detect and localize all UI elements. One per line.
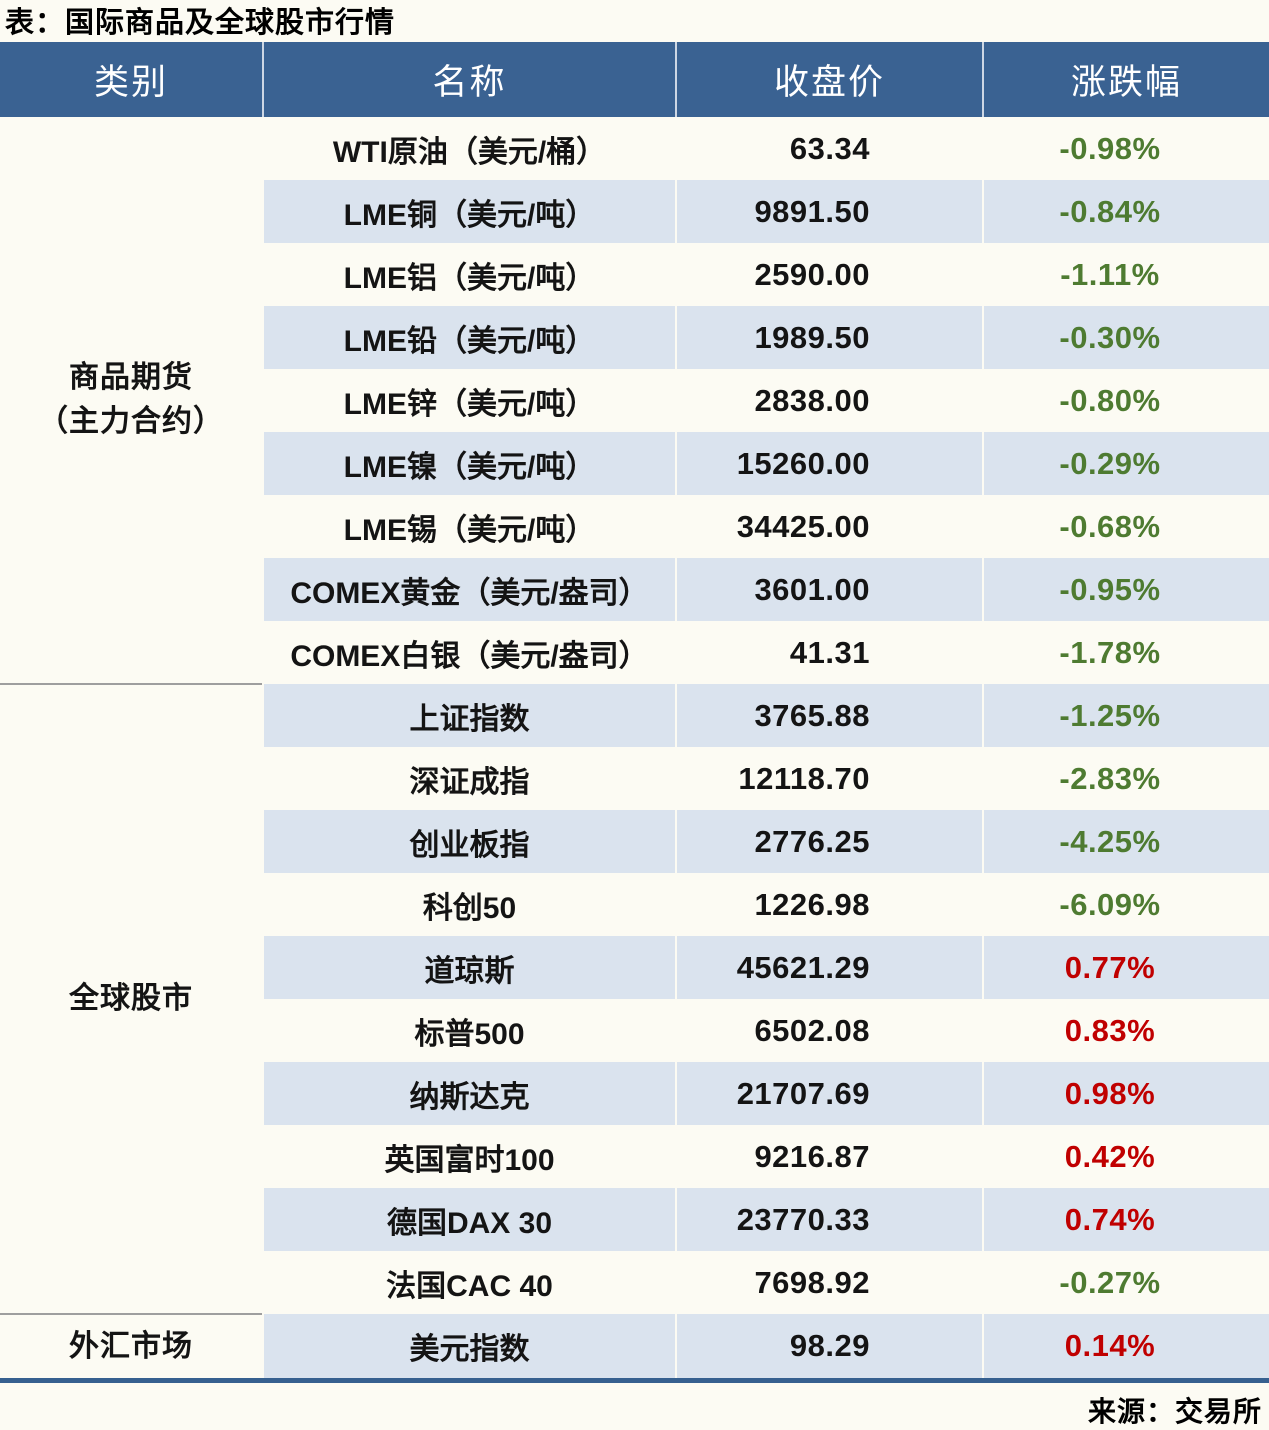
- change-percent-cell: 0.14%: [982, 1314, 1269, 1381]
- instrument-name-cell: 科创50: [262, 873, 676, 936]
- category-label: （主力合约）: [38, 405, 224, 438]
- instrument-name-cell: 纳斯达克: [262, 1062, 676, 1125]
- close-price-cell: 2776.25: [675, 810, 983, 873]
- table-row: 科创50 1226.98 -6.09%: [0, 873, 1269, 936]
- table-row: 法国CAC 40 7698.92 -0.27%: [0, 1251, 1269, 1314]
- change-percent-cell: -1.11%: [982, 243, 1269, 306]
- instrument-name-cell: 创业板指: [262, 810, 676, 873]
- table-row: LME锌（美元/吨） 2838.00 -0.80%: [0, 369, 1269, 432]
- table-row: 全球股市 上证指数 3765.88 -1.25%: [0, 683, 1269, 1314]
- change-percent-cell: -0.68%: [982, 495, 1269, 558]
- change-percent-cell: -0.95%: [982, 558, 1269, 621]
- instrument-name-cell: 上证指数: [262, 684, 676, 747]
- close-price-cell: 63.34: [675, 117, 983, 180]
- table-row: COMEX黄金（美元/盎司） 3601.00 -0.95%: [0, 558, 1269, 621]
- table-row: LME镍（美元/吨） 15260.00 -0.29%: [0, 432, 1269, 495]
- table-row: 标普500 6502.08 0.83%: [0, 999, 1269, 1062]
- close-price-cell: 41.31: [675, 621, 983, 684]
- table-row: 德国DAX 30 23770.33 0.74%: [0, 1188, 1269, 1251]
- table-row: 外汇市场 美元指数 98.29 0.14%: [0, 1313, 1269, 1381]
- instrument-name-cell: 法国CAC 40: [262, 1251, 676, 1314]
- change-percent-cell: -0.29%: [982, 432, 1269, 495]
- instrument-name-cell: 美元指数: [262, 1314, 676, 1381]
- instrument-name-cell: 道琼斯: [262, 936, 676, 999]
- change-percent-cell: 0.77%: [982, 936, 1269, 999]
- table-row: LME铝（美元/吨） 2590.00 -1.11%: [0, 243, 1269, 306]
- change-percent-cell: -0.84%: [982, 180, 1269, 243]
- instrument-name-cell: LME铅（美元/吨）: [262, 306, 676, 369]
- category-cell: 外汇市场: [0, 1313, 263, 1381]
- category-cell: 全球股市: [0, 683, 263, 1314]
- close-price-cell: 23770.33: [675, 1188, 983, 1251]
- change-percent-cell: -0.27%: [982, 1251, 1269, 1314]
- close-price-cell: 9216.87: [675, 1125, 983, 1188]
- instrument-name-cell: COMEX黄金（美元/盎司）: [262, 558, 676, 621]
- source-note: 来源：交易所: [1087, 1396, 1262, 1427]
- table-row: 纳斯达克 21707.69 0.98%: [0, 1062, 1269, 1125]
- category-label: 商品期货: [69, 361, 193, 394]
- close-price-cell: 34425.00: [675, 495, 983, 558]
- category-label: 全球股市: [69, 982, 193, 1015]
- change-percent-cell: 0.74%: [982, 1188, 1269, 1251]
- instrument-name-cell: LME锡（美元/吨）: [262, 495, 676, 558]
- instrument-name-cell: 深证成指: [262, 747, 676, 810]
- close-price-cell: 1226.98: [675, 873, 983, 936]
- change-percent-cell: -0.80%: [982, 369, 1269, 432]
- close-price-cell: 6502.08: [675, 999, 983, 1062]
- change-percent-cell: -0.30%: [982, 306, 1269, 369]
- close-price-cell: 12118.70: [675, 747, 983, 810]
- table-row: 道琼斯 45621.29 0.77%: [0, 936, 1269, 999]
- table-row: LME铜（美元/吨） 9891.50 -0.84%: [0, 180, 1269, 243]
- close-price-cell: 1989.50: [675, 306, 983, 369]
- instrument-name-cell: 英国富时100: [262, 1125, 676, 1188]
- table-title: 表：国际商品及全球股市行情: [5, 7, 396, 39]
- instrument-name-cell: LME锌（美元/吨）: [262, 369, 676, 432]
- table-row: 英国富时100 9216.87 0.42%: [0, 1125, 1269, 1188]
- close-price-cell: 2590.00: [675, 243, 983, 306]
- instrument-name-cell: 标普500: [262, 999, 676, 1062]
- header-close-price: 收盘价: [675, 42, 983, 117]
- change-percent-cell: 0.42%: [982, 1125, 1269, 1188]
- change-percent-cell: -0.98%: [982, 117, 1269, 180]
- instrument-name-cell: LME镍（美元/吨）: [262, 432, 676, 495]
- change-percent-cell: -2.83%: [982, 747, 1269, 810]
- close-price-cell: 2838.00: [675, 369, 983, 432]
- table-row: 商品期货 （主力合约） WTI原油（美元/桶） 63.34 -0.98%: [0, 117, 1269, 684]
- table-row: 创业板指 2776.25 -4.25%: [0, 810, 1269, 873]
- table-row: LME铅（美元/吨） 1989.50 -0.30%: [0, 306, 1269, 369]
- instrument-name-cell: 德国DAX 30: [262, 1188, 676, 1251]
- change-percent-cell: -1.25%: [982, 684, 1269, 747]
- instrument-name-cell: COMEX白银（美元/盎司）: [262, 621, 676, 684]
- change-percent-cell: 0.98%: [982, 1062, 1269, 1125]
- header-row: 类别 名称 收盘价 涨跌幅: [0, 42, 1269, 117]
- table-row: 深证成指 12118.70 -2.83%: [0, 747, 1269, 810]
- close-price-cell: 3765.88: [675, 684, 983, 747]
- instrument-name-cell: LME铜（美元/吨）: [262, 180, 676, 243]
- table-row: COMEX白银（美元/盎司） 41.31 -1.78%: [0, 621, 1269, 684]
- change-percent-cell: 0.83%: [982, 999, 1269, 1062]
- close-price-cell: 21707.69: [675, 1062, 983, 1125]
- instrument-name-cell: LME铝（美元/吨）: [262, 243, 676, 306]
- close-price-cell: 3601.00: [675, 558, 983, 621]
- change-percent-cell: -4.25%: [982, 810, 1269, 873]
- table-row: LME锡（美元/吨） 34425.00 -0.68%: [0, 495, 1269, 558]
- category-label: 外汇市场: [69, 1329, 193, 1363]
- close-price-cell: 98.29: [675, 1314, 983, 1381]
- category-cell: 商品期货 （主力合约）: [0, 117, 263, 684]
- header-category: 类别: [0, 42, 263, 117]
- close-price-cell: 15260.00: [675, 432, 983, 495]
- table-body: 商品期货 （主力合约） WTI原油（美元/桶） 63.34 -0.98% LME铜（美元/…: [0, 117, 1269, 1381]
- close-price-cell: 7698.92: [675, 1251, 983, 1314]
- close-price-cell: 45621.29: [675, 936, 983, 999]
- change-percent-cell: -6.09%: [982, 873, 1269, 936]
- market-table: 类别 名称 收盘价 涨跌幅 商品期货 （主力合约） WTI原油（美元/桶） 63.34…: [0, 42, 1269, 1383]
- header-name: 名称: [262, 42, 676, 117]
- header-change-percent: 涨跌幅: [982, 42, 1269, 117]
- change-percent-cell: -1.78%: [982, 621, 1269, 684]
- instrument-name-cell: WTI原油（美元/桶）: [262, 117, 676, 180]
- close-price-cell: 9891.50: [675, 180, 983, 243]
